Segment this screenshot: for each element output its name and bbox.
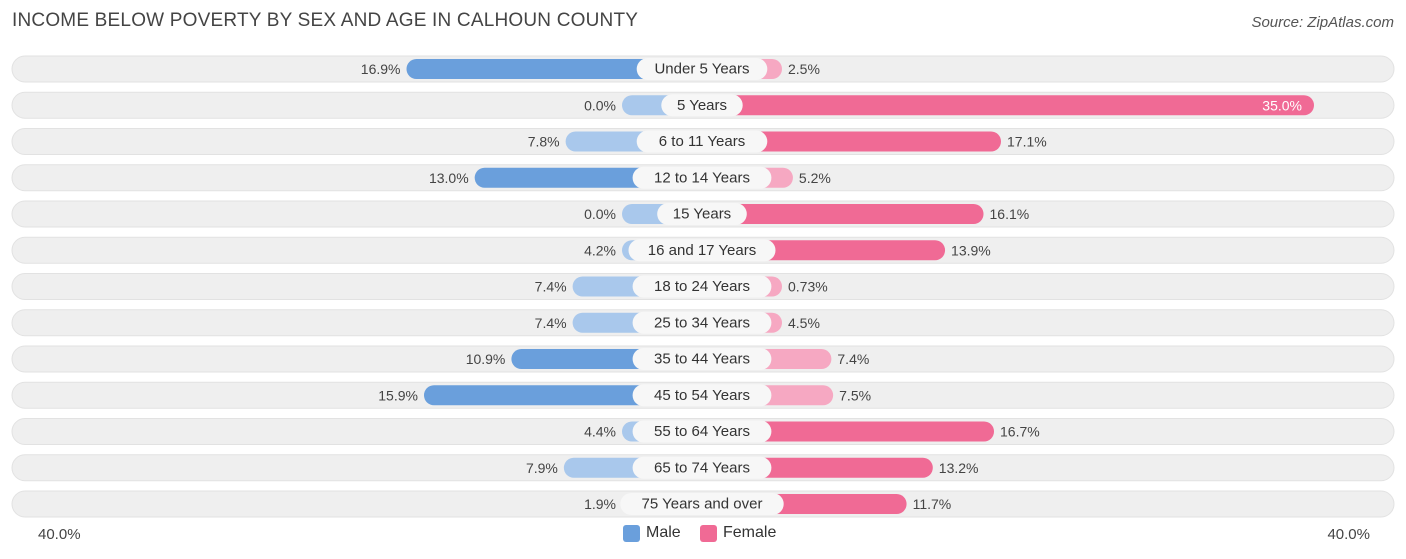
- male-value-label: 0.0%: [584, 97, 616, 113]
- axis-label-left: 40.0%: [38, 526, 81, 543]
- category-label: 6 to 11 Years: [659, 133, 745, 150]
- legend-swatch-female: [700, 524, 717, 542]
- category-pill: [628, 239, 776, 262]
- female-value-label: 13.9%: [951, 242, 991, 258]
- chart-area: Under 5 Years 16.9% 2.5% 5 Years 0.0% 35.0% 6 …: [11, 55, 1395, 518]
- category-pill: [632, 311, 772, 334]
- legend: Male Female: [0, 524, 1406, 546]
- category-label: Under 5 Years: [654, 61, 749, 78]
- category-pill: [636, 58, 768, 80]
- category-pill: [632, 420, 772, 443]
- male-value-label: 1.9%: [584, 496, 616, 512]
- category-label: 15 Years: [673, 206, 731, 223]
- category-label: 18 to 24 Years: [654, 278, 750, 295]
- male-value-label: 7.4%: [535, 315, 567, 331]
- category-pill: [661, 94, 743, 117]
- category-label: 55 to 64 Years: [654, 423, 750, 440]
- category-label: 12 to 14 Years: [654, 169, 750, 186]
- source-credit: Source: ZipAtlas.com: [1251, 14, 1394, 31]
- female-value-label: 35.0%: [1262, 97, 1302, 113]
- male-value-label: 4.4%: [584, 424, 616, 440]
- male-value-label: 0.0%: [584, 206, 616, 222]
- female-value-label: 16.7%: [1000, 424, 1040, 440]
- category-pill: [632, 384, 772, 407]
- category-label: 35 to 44 Years: [654, 351, 750, 368]
- female-value-label: 11.7%: [913, 496, 952, 512]
- category-label: 5 Years: [677, 97, 727, 114]
- male-bar: [406, 59, 702, 79]
- category-pill: [632, 456, 772, 479]
- legend-label-male: Male: [646, 524, 681, 541]
- legend-item-male: Male: [623, 524, 681, 542]
- category-label: 25 to 34 Years: [654, 314, 750, 331]
- category-pill: [620, 493, 784, 515]
- female-value-label: 16.1%: [990, 206, 1030, 222]
- female-value-label: 4.5%: [788, 315, 820, 331]
- category-pill: [657, 203, 747, 225]
- male-value-label: 10.9%: [466, 351, 506, 367]
- female-value-label: 0.73%: [788, 279, 828, 295]
- category-pill: [632, 275, 772, 298]
- chart-title: INCOME BELOW POVERTY BY SEX AND AGE IN C…: [12, 10, 639, 31]
- male-bar: [423, 385, 702, 406]
- male-value-label: 13.0%: [429, 170, 469, 186]
- female-value-label: 5.2%: [799, 170, 831, 186]
- male-value-label: 7.9%: [526, 460, 558, 476]
- female-value-label: 7.5%: [839, 387, 871, 403]
- male-value-label: 7.4%: [535, 279, 567, 295]
- category-label: 75 Years and over: [642, 496, 763, 513]
- female-value-label: 7.4%: [837, 351, 869, 367]
- legend-item-female: Female: [700, 524, 776, 542]
- male-value-label: 15.9%: [378, 387, 418, 403]
- category-label: 45 to 54 Years: [654, 387, 750, 404]
- category-label: 65 to 74 Years: [654, 459, 750, 476]
- female-value-label: 13.2%: [939, 460, 979, 476]
- female-bar: [702, 204, 984, 224]
- legend-label-female: Female: [723, 524, 777, 541]
- female-value-label: 17.1%: [1007, 134, 1047, 150]
- male-value-label: 16.9%: [361, 61, 401, 77]
- male-value-label: 7.8%: [528, 134, 560, 150]
- legend-swatch-male: [623, 524, 640, 542]
- female-bar: [702, 131, 1002, 152]
- category-pill: [632, 348, 772, 370]
- axis-label-right: 40.0%: [1327, 526, 1370, 543]
- category-label: 16 and 17 Years: [648, 242, 756, 259]
- male-value-label: 4.2%: [584, 242, 616, 258]
- category-pill: [632, 166, 772, 189]
- female-value-label: 2.5%: [788, 61, 820, 77]
- female-bar: [702, 95, 1314, 116]
- category-pill: [636, 130, 768, 153]
- female-bar: [702, 421, 995, 442]
